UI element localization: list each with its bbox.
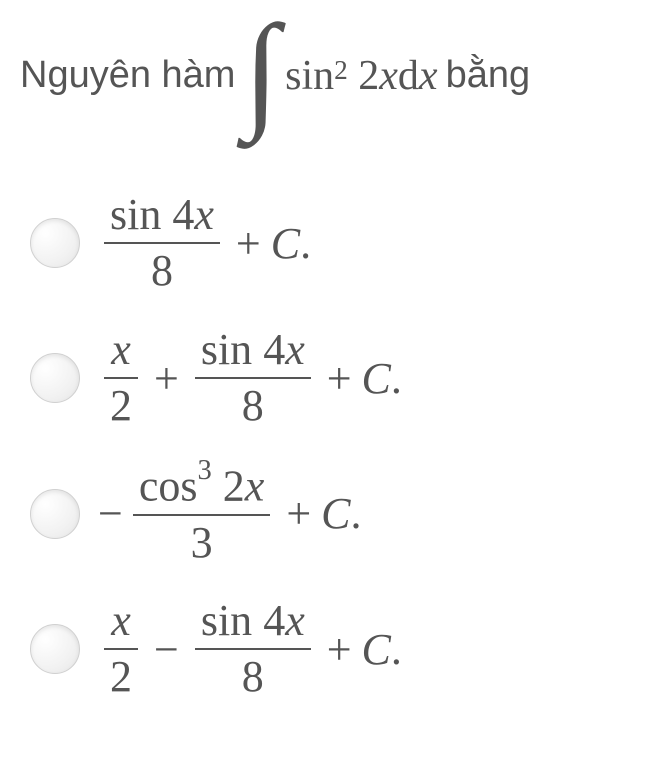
numerator: sin 4x	[104, 191, 220, 239]
numerator: x	[105, 326, 137, 374]
diff-var: x	[419, 52, 438, 100]
plus-op: +	[236, 218, 261, 269]
constant: C	[362, 353, 391, 404]
denominator: 3	[185, 519, 219, 567]
option-a[interactable]: sin 4x 8 + C.	[30, 191, 630, 296]
denominator: 8	[236, 382, 270, 430]
fraction-bar	[104, 242, 220, 244]
option-a-math: sin 4x 8 + C.	[98, 191, 311, 296]
numerator: cos3 2x	[133, 461, 270, 511]
minus-sign: −	[98, 488, 123, 539]
integral-sign: ∫	[243, 26, 279, 117]
option-c[interactable]: − cos3 2x 3 + C.	[30, 461, 630, 567]
constant: C	[321, 488, 350, 539]
fraction: sin 4x 8	[195, 597, 311, 702]
constant: C	[271, 218, 300, 269]
fraction-bar	[104, 648, 138, 650]
question-stem: Nguyên hàm ∫ sin 2 2 x d x bằng	[20, 30, 630, 121]
option-d[interactable]: x 2 − sin 4x 8 + C.	[30, 597, 630, 702]
plus-op: +	[154, 353, 179, 404]
constant: C	[362, 624, 391, 675]
numerator: sin 4x	[195, 326, 311, 374]
diff-d: d	[398, 52, 419, 100]
plus-op: +	[286, 488, 311, 539]
question-prefix: Nguyên hàm	[20, 54, 235, 97]
numerator: x	[105, 597, 137, 645]
plus-op: +	[327, 353, 352, 404]
denominator: 8	[145, 247, 179, 295]
arg-coef: 2	[358, 52, 379, 100]
minus-op: −	[154, 624, 179, 675]
options-list: sin 4x 8 + C. x 2 + sin 4x 8	[20, 191, 630, 702]
radio-icon[interactable]	[30, 489, 80, 539]
option-b-math: x 2 + sin 4x 8 + C.	[98, 326, 402, 431]
denominator: 2	[104, 382, 138, 430]
fraction: cos3 2x 3	[133, 461, 270, 567]
exponent: 2	[334, 55, 348, 86]
radio-icon[interactable]	[30, 624, 80, 674]
integral-expression: ∫ sin 2 2 x d x	[243, 30, 437, 121]
fraction-bar	[133, 514, 270, 516]
option-d-math: x 2 − sin 4x 8 + C.	[98, 597, 402, 702]
numerator: sin 4x	[195, 597, 311, 645]
fraction: x 2	[104, 597, 138, 702]
radio-icon[interactable]	[30, 353, 80, 403]
plus-op: +	[327, 624, 352, 675]
fraction: sin 4x 8	[195, 326, 311, 431]
fraction-bar	[195, 377, 311, 379]
option-b[interactable]: x 2 + sin 4x 8 + C.	[30, 326, 630, 431]
fraction-bar	[104, 377, 138, 379]
fraction-bar	[195, 648, 311, 650]
fraction: x 2	[104, 326, 138, 431]
arg-var: x	[379, 52, 398, 100]
integrand: sin 2 2 x d x	[285, 52, 437, 100]
denominator: 2	[104, 653, 138, 701]
question-suffix: bằng	[446, 54, 531, 97]
radio-icon[interactable]	[30, 218, 80, 268]
fraction: sin 4x 8	[104, 191, 220, 296]
denominator: 8	[236, 653, 270, 701]
option-c-math: − cos3 2x 3 + C.	[98, 461, 362, 567]
func-sin: sin	[285, 52, 334, 100]
